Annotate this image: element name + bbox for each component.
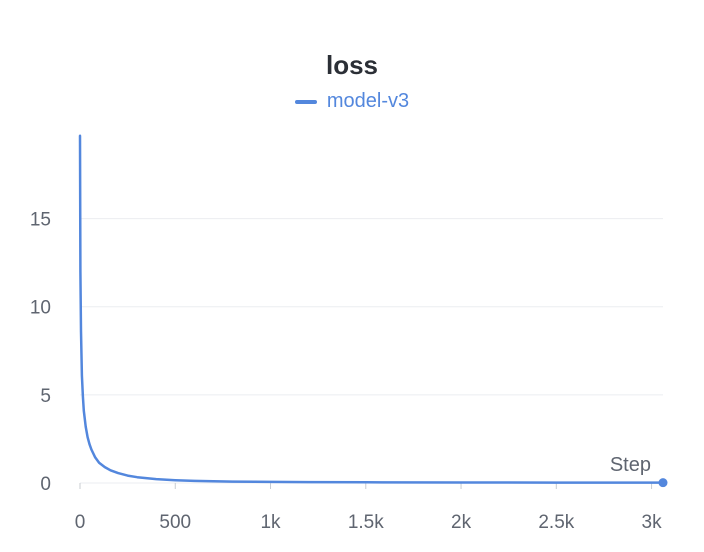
x-tick-label: 0 <box>75 512 86 533</box>
chart-title: loss <box>325 50 379 80</box>
x-tick-label: 3k <box>642 512 663 533</box>
series-layer <box>78 134 668 488</box>
legend-label-model-v3[interactable]: model-v3 <box>326 90 410 112</box>
x-tick-label: 2.5k <box>538 512 574 533</box>
series-line[interactable] <box>78 134 665 484</box>
legend-swatch <box>294 99 317 104</box>
y-tick-labels: 0 5 10 15 <box>30 210 51 495</box>
last-point-marker[interactable] <box>658 478 668 488</box>
y-tick-label: 5 <box>40 386 51 407</box>
y-tick-label: 15 <box>30 210 51 231</box>
x-tick-label: 2k <box>451 512 472 533</box>
gridlines <box>79 218 663 489</box>
x-tick-label: 1.5k <box>348 512 384 533</box>
x-axis-title: Step <box>610 454 651 476</box>
y-tick-label: 0 <box>40 474 51 495</box>
x-tick-label: 500 <box>159 512 191 533</box>
y-tick-label: 10 <box>30 298 51 319</box>
x-tick-labels: 0 500 1k 1.5k 2k 2.5k 3k <box>75 512 662 533</box>
legend[interactable]: model-v3 <box>0 90 704 113</box>
x-tick-label: 1k <box>260 512 281 533</box>
